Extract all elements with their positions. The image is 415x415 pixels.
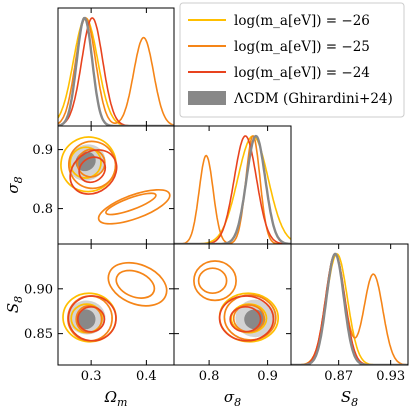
marginal-curve-sigma8-2 [174,135,291,244]
contour-om_s8-s1-g1-outer [107,261,168,307]
x-tick-label: 0.4 [136,369,157,384]
contour-om_sig8-s0-g0-inner [69,146,102,179]
marginal-omega_m [58,16,174,126]
legend-label: ΛCDM (Ghirardini+24) [233,91,393,107]
axis-ticks: 0.3 0.4 0.8 0.9 0.87 0.93 0.8 0.9 0.85 0.90 [24,8,405,384]
y-tick-label: 0.8 [32,202,53,217]
y-tick-label: 0.85 [24,327,53,342]
contour-om_s8-s1-g1-inner [115,269,156,299]
marginal-curve-omega_m-3 [58,16,174,126]
legend: log(m_a[eV]) = −26 log(m_a[eV]) = −25 log(… [179,2,405,118]
contour-sig8_s8-s2-g0-inner [229,305,262,333]
contour-om_s8-s2-g0-outer [67,295,117,342]
contour-om_sig8-s1-g1-inner [105,192,157,216]
contour-sig8_s8-s1-g1-inner [197,267,228,295]
panel-frames [57,7,409,366]
marginal-s8 [291,252,408,365]
contour-sig8_s8-s0-g0-inner [230,303,268,334]
panel-frame-0-1 [57,125,175,245]
x-tick-label: 0.9 [257,369,278,384]
legend-label: log(m_a[eV]) = −25 [234,39,370,55]
x-tick-label: 0.8 [199,369,220,384]
axis-labels: Ωm σ8 S8 σ8 S8 [4,176,358,409]
legend-frame [179,2,405,118]
contour-om_sig8-s0-g0-outer [60,136,117,193]
contour-om_s8-s3-g0-inner [75,309,96,330]
legend-patch [188,91,226,105]
panel-frame-2-2 [290,243,409,366]
x-axis-label-0: Ωm [104,388,128,409]
marginal-curve-omega_m-0 [58,17,174,126]
legend-label: log(m_a[eV]) = −26 [234,13,370,29]
marginal-sigma8 [174,134,291,244]
x-tick-label: 0.3 [81,369,102,384]
contour-panel-om_s8 [62,261,168,343]
marginal-curve-sigma8-1 [174,134,291,244]
contour-om_s8-s1-g0-inner [75,305,103,334]
contour-sig8_s8-s1-g0-outer [223,294,277,341]
marginal-curve-s8-2 [291,253,408,365]
contour-om_sig8-s2-g0-inner [78,156,107,184]
y-axis-label-2: S8 [4,296,25,313]
marginal-curve-sigma8-3 [174,134,291,244]
contour-om_s8-s2-g0-inner [76,305,106,333]
contour-panel-om_sig8 [60,136,171,225]
legend-items: log(m_a[eV]) = −26 log(m_a[eV]) = −25 log(… [188,13,393,107]
contour-om_sig8-s2-g0-outer [69,149,118,195]
y-tick-label: 0.9 [32,143,53,158]
y-axis-label-1: σ8 [4,176,25,193]
plot-content [58,16,408,365]
contour-sig8_s8-s2-g0-outer [218,295,275,342]
contour-panel-sig8_s8 [193,260,280,343]
contour-sig8_s8-s1-g1-outer [193,260,237,302]
legend-label: log(m_a[eV]) = −24 [234,65,370,81]
contour-om_sig8-s1-g0-outer [68,140,117,190]
y-tick-label: 0.90 [24,282,53,297]
x-axis-label-1: σ8 [224,388,241,409]
marginal-curve-omega_m-2 [58,17,174,126]
x-axis-label-2: S8 [341,388,358,409]
marginal-curve-s8-3 [291,252,408,365]
x-tick-label: 0.93 [376,369,405,384]
contour-om_sig8-s1-g1-outer [97,188,171,225]
x-tick-label: 0.87 [324,369,353,384]
